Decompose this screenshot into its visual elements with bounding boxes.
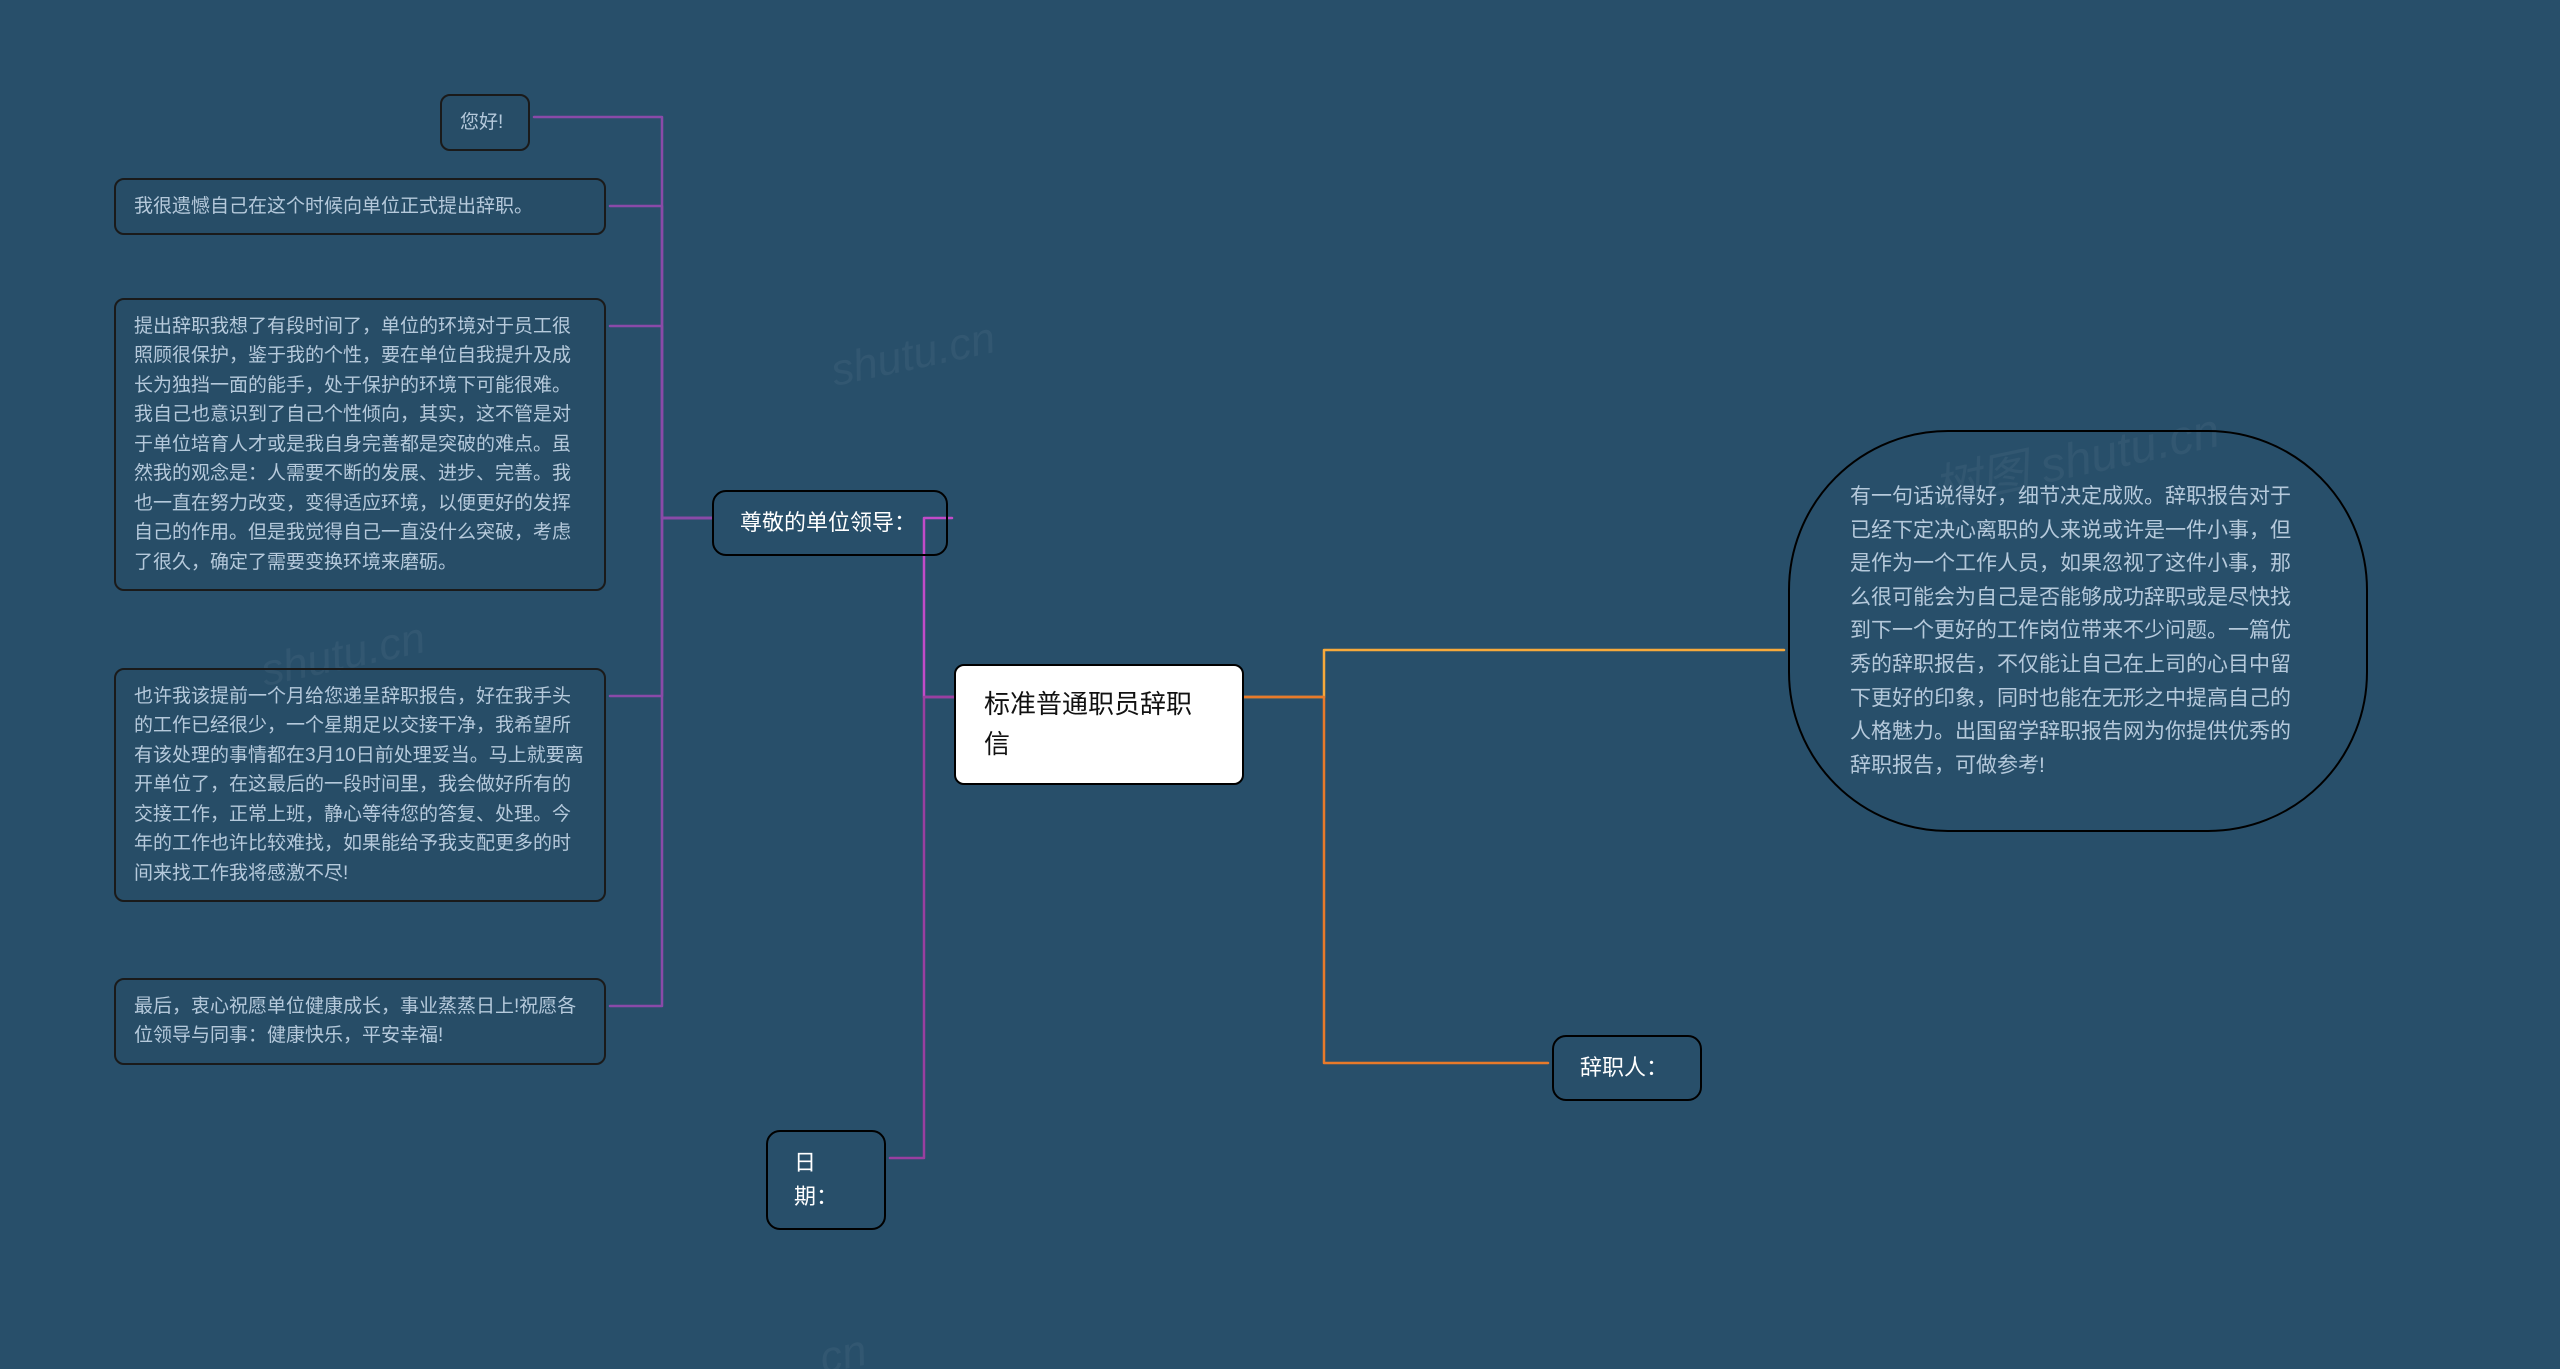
root-node: 标准普通职员辞职信 [954,664,1244,785]
branch-resigner[interactable]: 辞职人： [1552,1035,1702,1101]
leaf-leader-1: 我很遗憾自己在这个时候向单位正式提出辞职。 [114,178,606,235]
branch-leader[interactable]: 尊敬的单位领导： [712,490,948,556]
leaf-leader-4: 最后，衷心祝愿单位健康成长，事业蒸蒸日上!祝愿各位领导与同事：健康快乐，平安幸福… [114,978,606,1065]
leaf-leader-2: 提出辞职我想了有段时间了，单位的环境对于员工很照顾很保护，鉴于我的个性，要在单位… [114,298,606,591]
branch-intro: 有一句话说得好，细节决定成败。辞职报告对于已经下定决心离职的人来说或许是一件小事… [1788,430,2368,832]
branch-date[interactable]: 日期： [766,1130,886,1230]
leaf-leader-0: 您好! [440,94,530,151]
leaf-leader-3: 也许我该提前一个月给您递呈辞职报告，好在我手头的工作已经很少，一个星期足以交接干… [114,668,606,902]
